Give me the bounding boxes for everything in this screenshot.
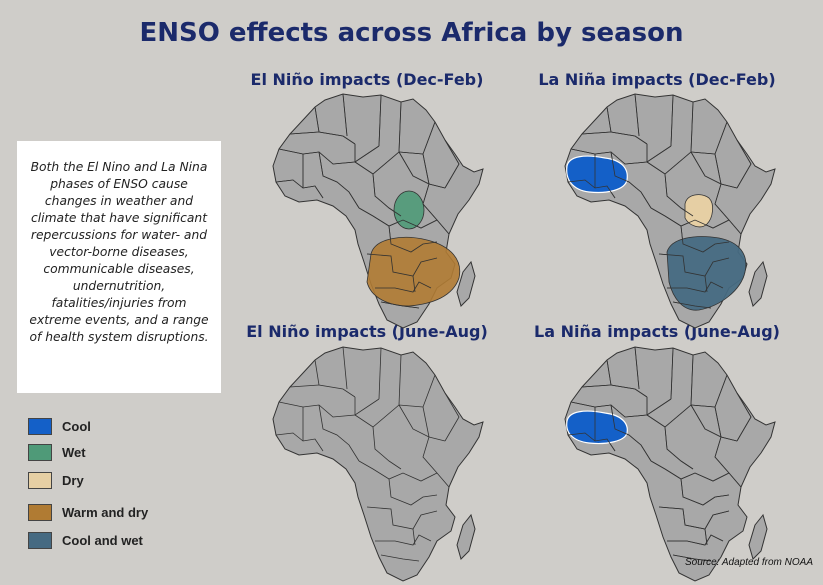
map-label-lanina-jun-aug: La Niña impacts (June-Aug) — [534, 322, 780, 341]
legend-item-warm-dry: Warm and dry — [28, 504, 238, 524]
legend-swatch-cool — [28, 418, 52, 435]
map-label-lanina-dec-feb: La Niña impacts (Dec-Feb) — [538, 70, 776, 89]
region-dry — [684, 194, 713, 228]
legend: Cool Wet Dry Warm and dry Cool and wet — [28, 418, 238, 558]
legend-swatch-warm-dry — [28, 504, 52, 521]
legend-item-cool: Cool — [28, 418, 238, 438]
map-label-elnino-dec-feb: El Niño impacts (Dec-Feb) — [250, 70, 484, 89]
legend-label-dry: Dry — [62, 473, 84, 488]
map-elnino-jun-aug — [272, 346, 484, 582]
legend-label-wet: Wet — [62, 445, 86, 460]
region-cool — [566, 155, 628, 194]
legend-item-cool-wet: Cool and wet — [28, 532, 238, 552]
page-title: ENSO effects across Africa by season — [139, 18, 684, 48]
legend-label-cool: Cool — [62, 419, 91, 434]
region-cool — [566, 410, 628, 445]
map-label-elnino-jun-aug: El Niño impacts (June-Aug) — [246, 322, 488, 341]
legend-label-cool-wet: Cool and wet — [62, 533, 143, 548]
legend-item-dry: Dry — [28, 472, 238, 492]
legend-swatch-wet — [28, 444, 52, 461]
legend-item-wet: Wet — [28, 444, 238, 464]
source-note: Source: Adapted from NOAA — [684, 557, 813, 568]
description-box: Both the El Nino and La Nina phases of E… — [17, 141, 221, 393]
description-text: Both the El Nino and La Nina phases of E… — [29, 160, 209, 344]
map-elnino-dec-feb — [272, 93, 484, 329]
legend-swatch-dry — [28, 472, 52, 489]
region-wet — [393, 190, 425, 230]
map-lanina-dec-feb — [564, 93, 776, 329]
legend-swatch-cool-wet — [28, 532, 52, 549]
legend-label-warm-dry: Warm and dry — [62, 505, 149, 520]
region-warm-dry — [366, 237, 461, 307]
map-lanina-jun-aug — [564, 346, 776, 582]
